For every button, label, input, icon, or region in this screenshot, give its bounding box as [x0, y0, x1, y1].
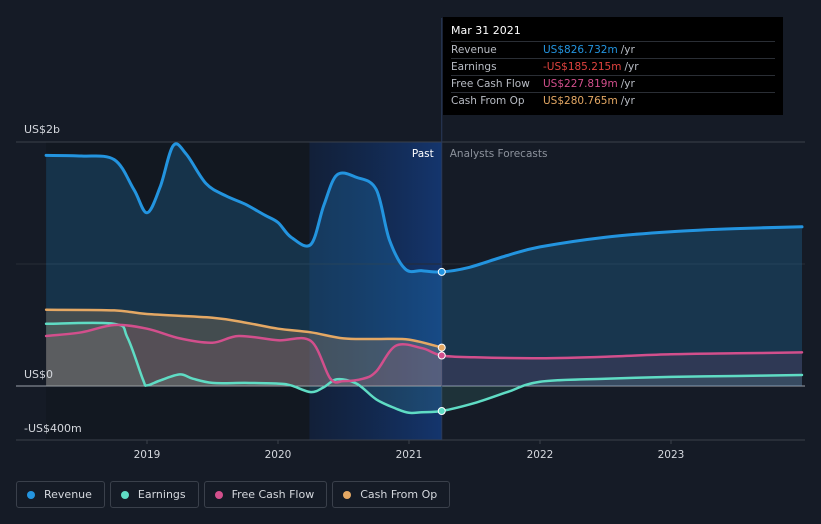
- forecast-label: Analysts Forecasts: [450, 148, 548, 160]
- earnings-marker: [437, 407, 446, 416]
- legend: Revenue Earnings Free Cash Flow Cash Fro…: [16, 481, 451, 508]
- legend-dot-icon: [27, 490, 35, 499]
- earnings-area: [46, 322, 803, 414]
- tooltip-value: US$280.765m: [543, 95, 618, 107]
- series-areas: [46, 143, 803, 414]
- tooltip-value: US$826.732m: [543, 44, 618, 56]
- legend-item-cash-from-op[interactable]: Cash From Op: [332, 481, 451, 508]
- tooltip-row-revenue: Revenue US$826.732m /yr: [451, 41, 775, 58]
- legend-dot-icon: [214, 490, 223, 499]
- tooltip-label: Cash From Op: [451, 95, 525, 107]
- legend-label: Revenue: [44, 488, 92, 501]
- free-cash-flow-marker: [437, 351, 446, 360]
- revenue-line: [44, 142, 804, 274]
- tooltip-label: Earnings: [451, 61, 497, 73]
- y-tick-label: US$0: [24, 368, 53, 381]
- legend-item-revenue[interactable]: Revenue: [16, 481, 105, 508]
- legend-label: Earnings: [137, 488, 186, 501]
- tooltip-date: Mar 31 2021: [451, 24, 521, 37]
- x-tick-label: 2023: [658, 449, 685, 461]
- legend-item-free-cash-flow[interactable]: Free Cash Flow: [203, 481, 328, 508]
- legend-label: Cash From Op: [360, 488, 438, 501]
- tooltip-value: -US$185.215m: [543, 61, 622, 73]
- tooltip-row-free-cash-flow: Free Cash Flow US$227.819m /yr: [451, 75, 775, 92]
- x-tick-label: 2019: [134, 449, 161, 461]
- tooltip-row-cash-from-op: Cash From Op US$280.765m /yr: [451, 92, 775, 109]
- tooltip-value: US$227.819m: [543, 78, 618, 90]
- free-cash-flow-line: [44, 323, 804, 384]
- past-label: Past: [412, 148, 434, 160]
- tooltip-unit: /yr: [620, 44, 635, 56]
- cash-from-op-line: [44, 308, 444, 349]
- tooltip-unit: /yr: [624, 61, 639, 73]
- tooltip-unit: /yr: [620, 78, 635, 90]
- revenue-marker: [437, 267, 446, 276]
- tooltip-unit: /yr: [620, 95, 635, 107]
- revenue-area: [46, 143, 803, 386]
- x-tick-label: 2020: [265, 449, 292, 461]
- y-tick-label: -US$400m: [24, 422, 82, 435]
- tooltip-label: Free Cash Flow: [451, 78, 530, 90]
- x-tick-label: 2021: [396, 449, 423, 461]
- series-lines: [44, 142, 804, 415]
- y-tick-label: US$2b: [24, 123, 60, 136]
- legend-dot-icon: [343, 490, 352, 499]
- cash-from-op-marker: [437, 343, 446, 352]
- legend-dot-icon: [120, 490, 129, 499]
- legend-item-earnings[interactable]: Earnings: [109, 481, 199, 508]
- tooltip-row-earnings: Earnings -US$185.215m /yr: [451, 58, 775, 75]
- legend-label: Free Cash Flow: [231, 488, 315, 501]
- free-cash-flow-area: [46, 324, 803, 386]
- past-band: [309, 142, 442, 440]
- x-tick-label: 2022: [527, 449, 554, 461]
- tooltip-label: Revenue: [451, 44, 497, 56]
- axis-labels: US$2b US$0 -US$400m 2019 2020 2021 2022 2023 Pas…: [24, 123, 684, 461]
- tooltip: Mar 31 2021 Revenue US$826.732m /yr Earn…: [443, 17, 783, 115]
- pre-past-band: [46, 142, 310, 440]
- series-markers: [437, 267, 446, 416]
